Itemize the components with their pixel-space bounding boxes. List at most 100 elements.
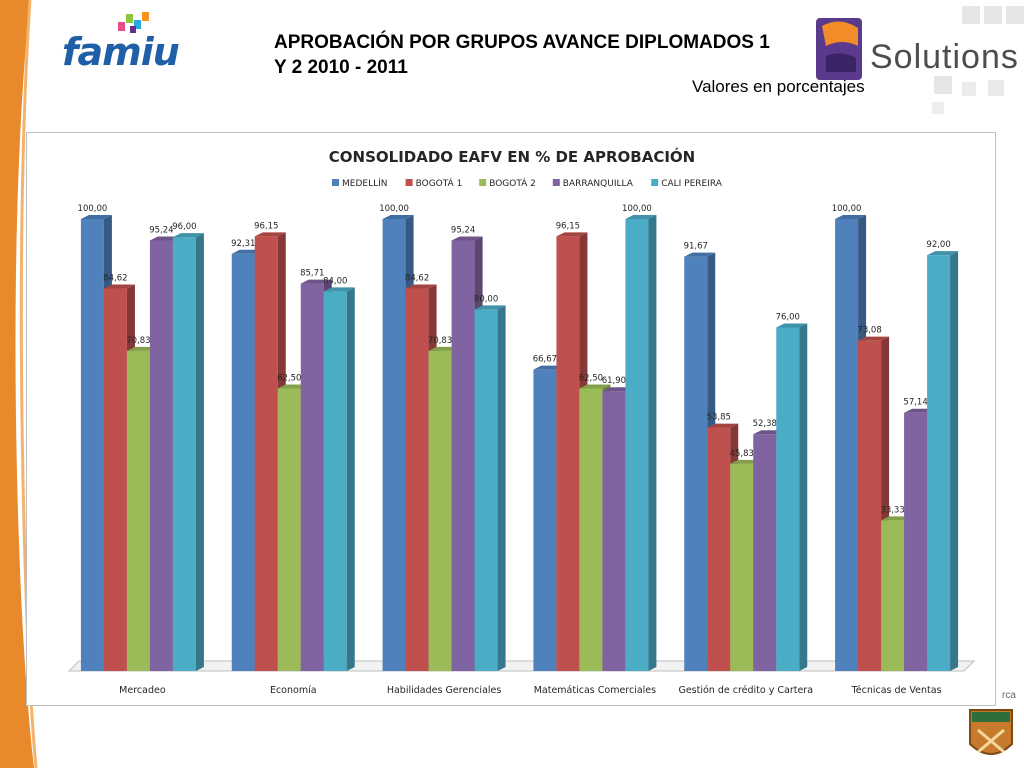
legend-label: BOGOTÁ 2 — [489, 177, 536, 189]
bar-top — [858, 336, 890, 341]
legend-swatch — [651, 179, 659, 186]
bar-top — [625, 215, 657, 219]
famiu-logo-text: famiu — [62, 30, 180, 74]
bar-top — [556, 232, 588, 237]
data-label: 52,38 — [753, 419, 777, 429]
bar — [730, 463, 754, 671]
bar — [126, 350, 150, 671]
bar — [776, 327, 800, 671]
data-label: 33,33 — [880, 505, 904, 515]
solutions-logo-text: Solutions — [870, 38, 1019, 76]
legend-swatch — [332, 179, 339, 186]
bar-top — [579, 384, 611, 389]
bar-top — [451, 236, 483, 241]
category-label: Gestión de crédito y Cartera — [678, 685, 813, 696]
bar-top — [835, 215, 867, 219]
bar-chart: CONSOLIDADO EAFV EN % DE APROBACIÓN MEDEL… — [67, 147, 976, 696]
bar-top — [707, 423, 739, 428]
slide-subtitle: Valores en porcentajes — [692, 77, 865, 96]
bar — [602, 391, 626, 671]
bar-side — [950, 251, 959, 671]
data-label: 84,62 — [405, 274, 429, 284]
data-label: 92,31 — [231, 239, 255, 249]
slide-title: APROBACIÓN POR GRUPOS AVANCE DIPLOMADOS … — [274, 30, 874, 80]
category-label: Técnicas de Ventas — [851, 685, 942, 696]
bar-side — [799, 323, 808, 671]
data-label: 66,67 — [533, 355, 557, 365]
slide-title-line1: APROBACIÓN POR GRUPOS AVANCE DIPLOMADOS … — [274, 32, 770, 53]
data-label: 76,00 — [776, 312, 800, 322]
bar — [254, 236, 278, 671]
slide-title-line2: Y 2 2010 - 2011 — [274, 57, 408, 78]
data-label: 70,83 — [428, 336, 452, 346]
bar — [625, 219, 649, 671]
legend-label: BOGOTÁ 1 — [416, 177, 463, 189]
bar — [80, 219, 104, 671]
data-label: 96,15 — [254, 221, 278, 231]
data-label: 53,85 — [707, 413, 731, 423]
legend-label: CALI PEREIRA — [661, 179, 723, 189]
bar — [451, 240, 475, 671]
chart-frame: CONSOLIDADO EAFV EN % DE APROBACIÓN MEDEL… — [26, 132, 996, 706]
data-label: 100,00 — [379, 204, 409, 214]
ceipa-partial-text: rca — [1002, 690, 1016, 701]
data-label: 45,83 — [730, 449, 754, 459]
bar — [881, 520, 905, 671]
data-label: 62,50 — [277, 374, 301, 384]
bar — [579, 388, 603, 671]
bar — [428, 350, 452, 671]
bar-top — [927, 251, 959, 256]
data-label: 96,00 — [172, 222, 196, 232]
chart-title: CONSOLIDADO EAFV EN % DE APROBACIÓN — [329, 147, 695, 166]
bar-top — [172, 233, 204, 238]
legend-label: BARRANQUILLA — [563, 179, 634, 189]
legend-swatch — [405, 179, 413, 186]
data-label: 95,24 — [451, 226, 475, 236]
bar — [231, 253, 255, 671]
data-label: 57,14 — [903, 398, 927, 408]
bar-top — [405, 284, 437, 289]
bar-side — [497, 305, 506, 671]
data-label: 95,24 — [149, 226, 173, 236]
bar-top — [103, 284, 135, 289]
bar — [172, 237, 196, 671]
bar — [835, 219, 859, 671]
data-label: 100,00 — [832, 204, 862, 214]
category-label: Mercadeo — [119, 685, 166, 696]
bar — [556, 236, 580, 671]
bar — [533, 369, 557, 671]
bar — [149, 240, 173, 671]
bar — [277, 388, 301, 671]
bar-top — [254, 232, 286, 237]
ceipa-logo: rca — [962, 690, 1024, 768]
bar-top — [776, 323, 808, 328]
data-label: 100,00 — [78, 204, 108, 214]
data-label: 61,90 — [602, 376, 626, 386]
legend-label: MEDELLÍN — [342, 177, 387, 189]
bar — [927, 255, 951, 671]
category-label: Economía — [270, 685, 317, 696]
bar-side — [346, 287, 355, 671]
category-label: Habilidades Gerenciales — [387, 685, 502, 696]
solutions-logo: Solutions — [812, 6, 1024, 116]
bar-top — [474, 305, 506, 310]
legend-swatch — [552, 179, 560, 186]
data-label: 84,00 — [323, 276, 347, 286]
bar — [382, 219, 406, 671]
bar — [103, 288, 127, 671]
solutions-logo-mark — [816, 6, 1024, 114]
bar-top — [80, 215, 112, 219]
bar-top — [300, 279, 332, 284]
data-label: 80,00 — [474, 294, 498, 304]
data-label: 73,08 — [857, 326, 881, 336]
famiu-logo-mark — [118, 12, 149, 33]
data-label: 100,00 — [622, 204, 652, 214]
data-label: 70,83 — [126, 336, 150, 346]
bar-top — [323, 287, 355, 292]
bar-top — [684, 252, 716, 257]
bar-side — [648, 215, 657, 671]
category-label: Matemáticas Comerciales — [534, 685, 656, 696]
data-label: 84,62 — [103, 274, 127, 284]
legend-swatch — [479, 179, 487, 186]
bar — [323, 291, 347, 671]
